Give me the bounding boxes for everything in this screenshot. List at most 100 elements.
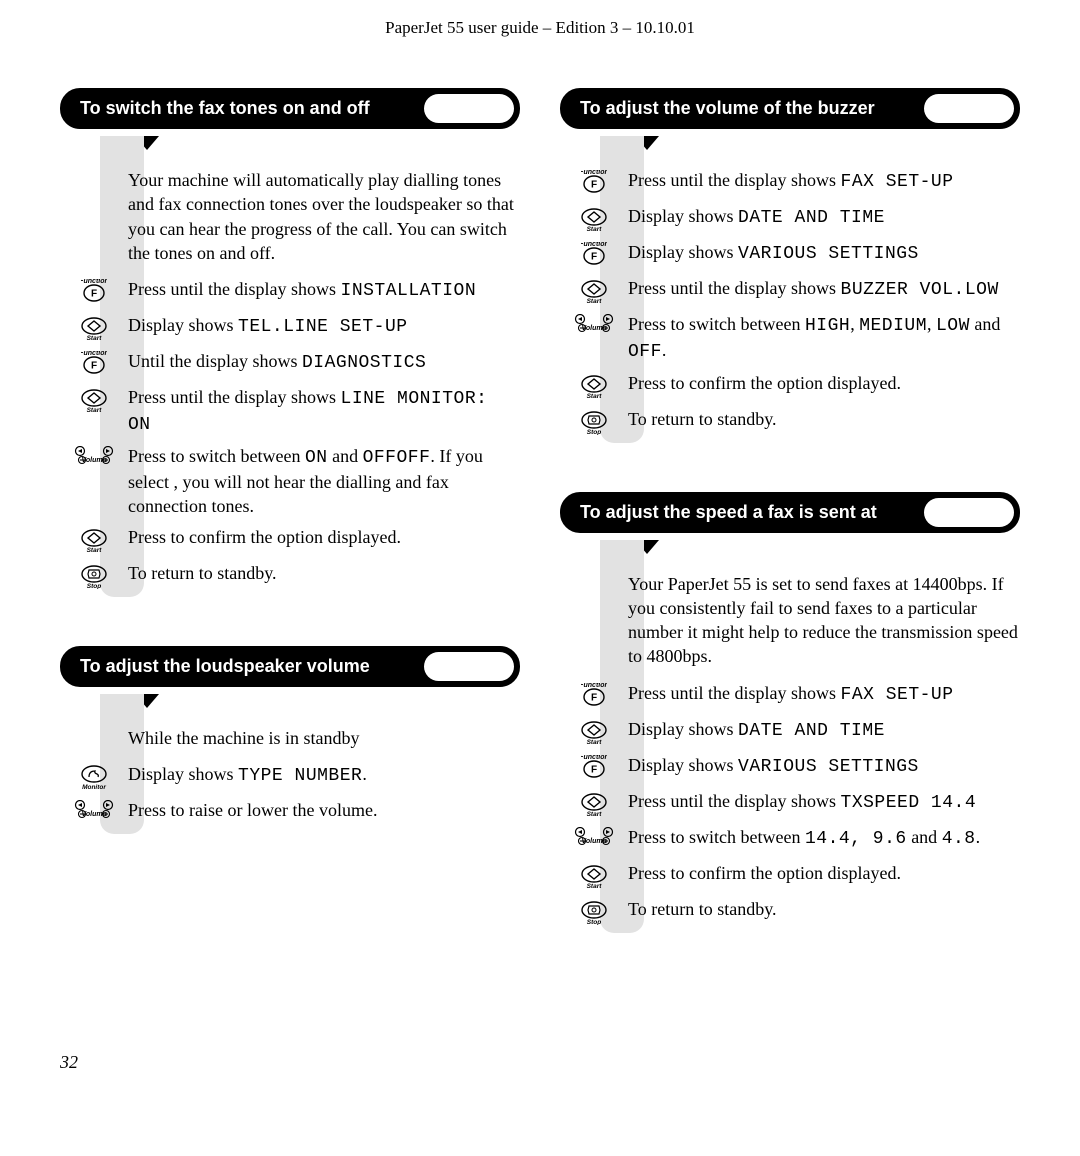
step-row: Display shows DATE AND TIME <box>560 717 1020 747</box>
section-speed: To adjust the speed a fax is sent at You… <box>560 492 1020 927</box>
start-icon <box>581 719 607 745</box>
step-icon <box>60 349 128 377</box>
step-text: Press to switch between HIGH, MEDIUM, LO… <box>628 312 1020 365</box>
step-row: Press to confirm the option displayed. <box>560 861 1020 891</box>
steps-list: While the machine is in standby Display … <box>60 726 520 828</box>
section-intro: Your machine will automatically play dia… <box>128 168 520 265</box>
start-icon <box>81 387 107 413</box>
function-icon <box>581 170 607 196</box>
stop-icon <box>81 563 107 589</box>
step-row: Press until the display shows LINE MONIT… <box>60 385 520 438</box>
step-icon <box>560 825 628 853</box>
section-title-pill: To switch the fax tones on and off <box>60 88 520 129</box>
function-icon <box>581 242 607 268</box>
section-body: While the machine is in standby Display … <box>60 708 520 828</box>
step-text: To return to standby. <box>628 407 1020 431</box>
section-body: Your PaperJet 55 is set to send faxes at… <box>560 554 1020 927</box>
section-body: Press until the display shows FAX SET-UP… <box>560 150 1020 437</box>
step-icon <box>560 204 628 232</box>
section-title-pill: To adjust the volume of the buzzer <box>560 88 1020 129</box>
section-title: To adjust the volume of the buzzer <box>560 88 1020 129</box>
step-row: Until the display shows DIAGNOSTICS <box>60 349 520 379</box>
step-text: Display shows TEL.LINE SET-UP <box>128 313 520 339</box>
start-icon <box>581 863 607 889</box>
step-text: Display shows VARIOUS SETTINGS <box>628 753 1020 779</box>
monitor-icon <box>81 764 107 790</box>
step-row: To return to standby. <box>60 561 520 591</box>
step-text: To return to standby. <box>128 561 520 585</box>
step-row: Press until the display shows FAX SET-UP <box>560 681 1020 711</box>
step-text: Press to raise or lower the volume. <box>128 798 520 822</box>
step-icon <box>60 444 128 472</box>
step-icon <box>560 897 628 925</box>
volume-icon <box>574 827 614 853</box>
step-text: Press until the display shows TXSPEED 14… <box>628 789 1020 815</box>
step-icon <box>560 753 628 781</box>
step-icon <box>560 240 628 268</box>
step-icon <box>560 789 628 817</box>
step-icon <box>560 276 628 304</box>
section-buzzer: To adjust the volume of the buzzer Press… <box>560 88 1020 437</box>
step-row: Press to switch between 14.4, 9.6 and 4.… <box>560 825 1020 855</box>
step-row: While the machine is in standby <box>60 726 520 756</box>
section-intro: Your PaperJet 55 is set to send faxes at… <box>628 572 1020 669</box>
step-icon <box>560 312 628 340</box>
section-title: To switch the fax tones on and off <box>60 88 520 129</box>
function-icon <box>581 683 607 709</box>
step-text: Display shows DATE AND TIME <box>628 717 1020 743</box>
step-icon <box>560 681 628 709</box>
step-icon <box>560 717 628 745</box>
step-text: Press until the display shows INSTALLATI… <box>128 277 520 303</box>
step-row: Display shows DATE AND TIME <box>560 204 1020 234</box>
step-row: Press to switch between ON and OFFOFF. I… <box>60 444 520 519</box>
step-row: Press until the display shows BUZZER VOL… <box>560 276 1020 306</box>
step-icon <box>60 726 128 728</box>
right-column: To adjust the volume of the buzzer Press… <box>560 88 1020 982</box>
start-icon <box>81 527 107 553</box>
step-icon <box>60 762 128 790</box>
step-row: Press to confirm the option displayed. <box>560 371 1020 401</box>
step-text: To return to standby. <box>628 897 1020 921</box>
section-loudspeaker: To adjust the loudspeaker volume While t… <box>60 646 520 828</box>
step-text: Until the display shows DIAGNOSTICS <box>128 349 520 375</box>
function-icon <box>81 279 107 305</box>
start-icon <box>581 206 607 232</box>
start-icon <box>581 791 607 817</box>
steps-list: Your PaperJet 55 is set to send faxes at… <box>560 572 1020 927</box>
step-text: Press until the display shows FAX SET-UP <box>628 168 1020 194</box>
page-header: PaperJet 55 user guide – Edition 3 – 10.… <box>60 10 1020 38</box>
section-title-pill: To adjust the loudspeaker volume <box>60 646 520 687</box>
step-text: Display shows DATE AND TIME <box>628 204 1020 230</box>
volume-icon <box>574 314 614 340</box>
step-row: Display shows TYPE NUMBER. <box>60 762 520 792</box>
step-text: Press to confirm the option displayed. <box>628 861 1020 885</box>
step-row: Press until the display shows TXSPEED 14… <box>560 789 1020 819</box>
content-columns: To switch the fax tones on and off Your … <box>60 88 1020 982</box>
start-icon <box>81 315 107 341</box>
section-fax-tones: To switch the fax tones on and off Your … <box>60 88 520 591</box>
step-row: Press until the display shows FAX SET-UP <box>560 168 1020 198</box>
steps-list: Your machine will automatically play dia… <box>60 168 520 591</box>
stop-icon <box>581 899 607 925</box>
page-number: 32 <box>60 1052 1020 1073</box>
step-text: While the machine is in standby <box>128 726 520 750</box>
step-icon <box>60 798 128 826</box>
step-text: Press to confirm the option displayed. <box>628 371 1020 395</box>
step-row: To return to standby. <box>560 407 1020 437</box>
step-text: Display shows VARIOUS SETTINGS <box>628 240 1020 266</box>
start-icon <box>581 278 607 304</box>
step-text: Press to switch between 14.4, 9.6 and 4.… <box>628 825 1020 851</box>
step-text: Display shows TYPE NUMBER. <box>128 762 520 788</box>
step-row: Display shows VARIOUS SETTINGS <box>560 753 1020 783</box>
step-text: Press until the display shows FAX SET-UP <box>628 681 1020 707</box>
step-icon <box>560 861 628 889</box>
step-icon <box>60 277 128 305</box>
step-icon <box>60 385 128 413</box>
step-row: Display shows VARIOUS SETTINGS <box>560 240 1020 270</box>
step-icon <box>560 168 628 196</box>
step-row: Press to confirm the option displayed. <box>60 525 520 555</box>
section-title: To adjust the loudspeaker volume <box>60 646 520 687</box>
step-row: Press to raise or lower the volume. <box>60 798 520 828</box>
step-text: Press until the display shows LINE MONIT… <box>128 385 520 438</box>
step-text: Press until the display shows BUZZER VOL… <box>628 276 1020 302</box>
